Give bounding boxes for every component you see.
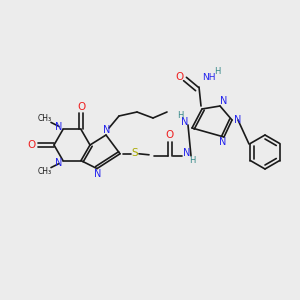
Text: CH₃: CH₃ bbox=[38, 114, 52, 123]
Text: H: H bbox=[177, 112, 183, 121]
Text: N: N bbox=[183, 148, 191, 158]
Text: H: H bbox=[214, 67, 220, 76]
Text: O: O bbox=[77, 102, 85, 112]
Text: NH: NH bbox=[202, 74, 216, 82]
Text: CH₃: CH₃ bbox=[38, 167, 52, 176]
Text: O: O bbox=[175, 72, 183, 82]
Text: N: N bbox=[103, 125, 111, 135]
Text: O: O bbox=[166, 130, 174, 140]
Text: N: N bbox=[234, 115, 242, 125]
Text: N: N bbox=[55, 122, 63, 132]
Text: H: H bbox=[189, 156, 195, 165]
Text: N: N bbox=[220, 96, 228, 106]
Text: S: S bbox=[132, 148, 138, 158]
Text: N: N bbox=[181, 117, 189, 127]
Text: N: N bbox=[55, 158, 63, 168]
Text: N: N bbox=[94, 169, 102, 178]
Text: N: N bbox=[219, 137, 227, 147]
Text: O: O bbox=[27, 140, 35, 150]
